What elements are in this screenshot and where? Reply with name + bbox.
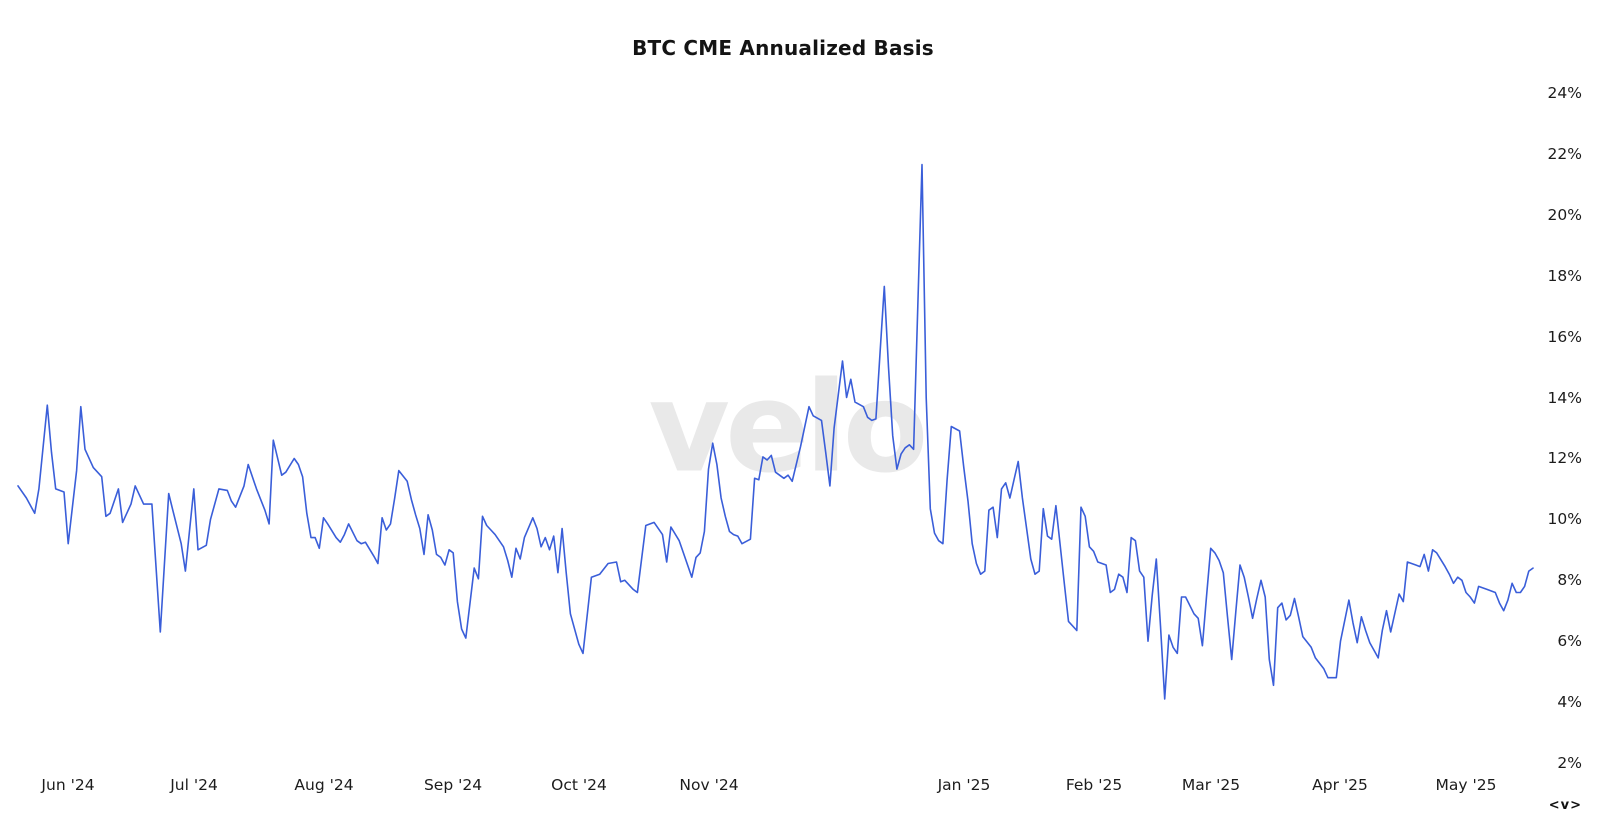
x-tick-label: Jun '24 bbox=[41, 776, 95, 794]
velo-logo: <v> bbox=[1548, 798, 1582, 813]
x-tick-label: Feb '25 bbox=[1065, 776, 1123, 794]
y-tick-label: 8% bbox=[1557, 571, 1582, 590]
x-tick-label: Oct '24 bbox=[551, 776, 607, 794]
x-tick-label: Mar '25 bbox=[1181, 776, 1241, 794]
y-tick-label: 2% bbox=[1557, 754, 1582, 772]
x-tick-label: Apr '25 bbox=[1312, 776, 1368, 794]
velo-watermark: velo bbox=[648, 355, 929, 501]
x-tick-label: Aug '24 bbox=[294, 776, 354, 794]
y-tick-label: 22% bbox=[1547, 144, 1582, 163]
x-tick-label: Sep '24 bbox=[423, 776, 483, 794]
y-tick-label: 4% bbox=[1557, 693, 1582, 712]
y-tick-label: 12% bbox=[1547, 449, 1582, 468]
y-tick-label: 16% bbox=[1547, 327, 1582, 346]
chart-title: BTC CME Annualized Basis bbox=[632, 36, 934, 60]
x-tick-label: Jul '24 bbox=[170, 776, 218, 794]
x-tick-label: Jan '25 bbox=[937, 776, 991, 794]
basis-line bbox=[17, 163, 1534, 700]
y-tick-label: 24% bbox=[1547, 84, 1582, 102]
y-tick-label: 6% bbox=[1557, 632, 1582, 651]
y-tick-label: 14% bbox=[1547, 388, 1582, 407]
x-tick-label: May '25 bbox=[1435, 776, 1497, 794]
y-tick-label: 10% bbox=[1547, 510, 1582, 529]
y-tick-label: 18% bbox=[1547, 266, 1582, 285]
y-tick-label: 20% bbox=[1547, 205, 1582, 224]
x-tick-label: Nov '24 bbox=[679, 776, 739, 794]
